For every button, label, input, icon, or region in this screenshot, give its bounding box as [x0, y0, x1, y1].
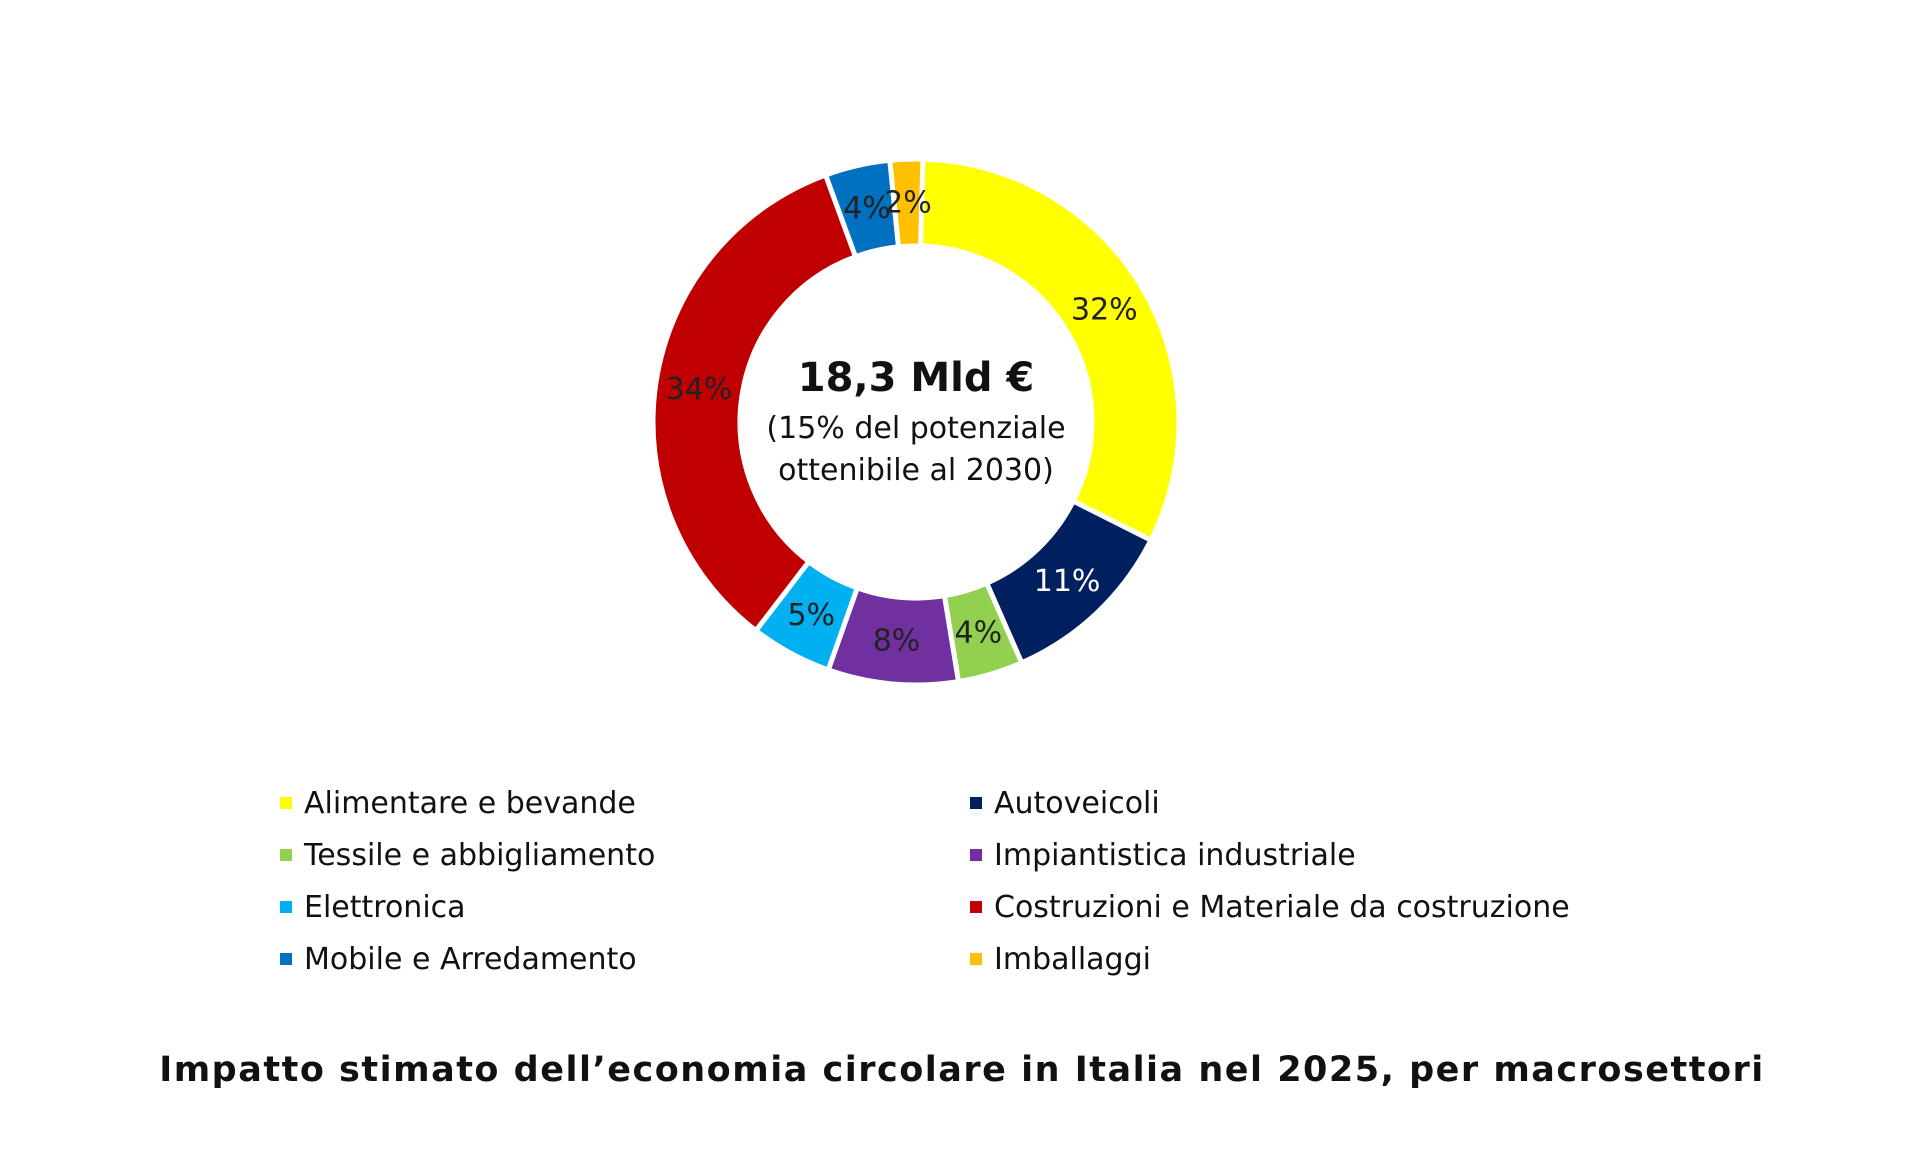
legend-swatch [970, 901, 982, 913]
slice-data-label: 5% [787, 598, 835, 633]
legend-swatch [970, 797, 982, 809]
legend-label: Elettronica [304, 889, 466, 925]
donut-slice [887, 156, 926, 250]
legend-swatch [970, 849, 982, 861]
slice-data-label: 4% [955, 615, 1003, 650]
legend-label: Mobile e Arredamento [304, 941, 637, 977]
slice-data-label: 34% [666, 372, 733, 407]
slice-data-label: 8% [873, 624, 921, 659]
legend-item: Mobile e Arredamento [280, 939, 970, 979]
legend-item: Tessile e abbigliamento [280, 835, 970, 875]
donut-chart: 32%11%4%8%5%34%4%2% [650, 156, 1182, 685]
legend-item: Impiantistica industriale [970, 835, 1670, 875]
legend-swatch [280, 849, 292, 861]
slice-data-label: 4% [843, 191, 891, 226]
legend-label: Tessile e abbigliamento [304, 837, 656, 873]
legend-label: Impiantistica industriale [994, 837, 1356, 873]
legend-swatch [280, 797, 292, 809]
center-total: 18,3 Mld € [797, 355, 1035, 401]
legend-item: Alimentare e bevande [280, 783, 970, 823]
donut-slice [918, 156, 1182, 544]
legend: Alimentare e bevande Autoveicoli Tessile e… [280, 783, 1670, 979]
legend-item: Costruzioni e Materiale da costruzione [970, 887, 1670, 927]
legend-swatch [280, 901, 292, 913]
legend-swatch [280, 953, 292, 965]
donut-slice [650, 171, 859, 635]
legend-label: Autoveicoli [994, 785, 1160, 821]
center-subtitle-line: ottenibile al 2030) [778, 453, 1054, 488]
center-subtitle: (15% del potenziale ottenibile al 2030) [716, 408, 1116, 492]
legend-item: Imballaggi [970, 939, 1670, 979]
slice-data-label: 2% [884, 186, 932, 221]
legend-label: Imballaggi [994, 941, 1151, 977]
center-subtitle-line: (15% del potenziale [766, 411, 1066, 446]
legend-item: Autoveicoli [970, 783, 1670, 823]
legend-item: Elettronica [280, 887, 970, 927]
legend-label: Alimentare e bevande [304, 785, 636, 821]
slice-data-label: 11% [1034, 564, 1101, 599]
slice-data-label: 32% [1071, 292, 1138, 327]
legend-swatch [970, 953, 982, 965]
chart-caption: Impatto stimato dell’economia circolare … [159, 1050, 1765, 1090]
legend-label: Costruzioni e Materiale da costruzione [994, 889, 1570, 925]
